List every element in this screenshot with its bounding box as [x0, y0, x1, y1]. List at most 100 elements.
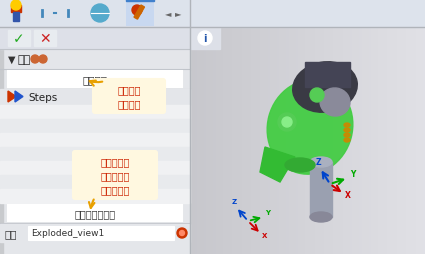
Text: Steps: Steps — [28, 93, 57, 103]
Bar — [193, 0, 196, 254]
Bar — [258, 0, 261, 254]
Bar — [336, 0, 339, 254]
Bar — [261, 0, 264, 254]
Bar — [223, 0, 226, 254]
Bar — [207, 0, 210, 254]
Bar — [284, 0, 287, 254]
Bar — [13, 13, 19, 22]
Circle shape — [91, 5, 109, 23]
Bar — [345, 0, 348, 254]
Bar — [0, 90, 190, 106]
Bar — [286, 0, 290, 254]
Bar — [402, 0, 405, 254]
Bar — [413, 0, 416, 254]
Bar — [310, 0, 313, 254]
Bar — [190, 28, 220, 50]
Bar — [408, 0, 412, 254]
Bar — [0, 0, 425, 28]
Text: 輸入部件距
離後自動定
義部件位置: 輸入部件距 離後自動定 義部件位置 — [100, 156, 130, 194]
Text: 名稱: 名稱 — [5, 228, 17, 238]
Bar — [199, 0, 203, 254]
Ellipse shape — [285, 158, 315, 172]
Ellipse shape — [344, 129, 350, 133]
Bar — [272, 0, 275, 254]
Bar — [8, 31, 30, 47]
Bar — [228, 0, 231, 254]
Bar — [265, 0, 269, 254]
Ellipse shape — [310, 89, 324, 103]
Bar — [11, 6, 21, 13]
Bar — [0, 175, 190, 189]
Bar — [225, 0, 229, 254]
Bar — [213, 0, 217, 254]
Circle shape — [39, 56, 47, 64]
Ellipse shape — [320, 89, 350, 117]
Bar — [298, 0, 301, 254]
Bar — [343, 0, 346, 254]
Polygon shape — [260, 147, 295, 182]
Circle shape — [31, 56, 39, 64]
Ellipse shape — [344, 138, 350, 142]
Text: Exploded_view1: Exploded_view1 — [31, 229, 104, 237]
Ellipse shape — [278, 114, 296, 132]
Bar — [268, 0, 271, 254]
Bar — [8, 205, 182, 221]
Ellipse shape — [344, 123, 350, 128]
Circle shape — [198, 32, 212, 46]
Text: ▼: ▼ — [8, 55, 15, 65]
Bar — [354, 0, 358, 254]
Bar — [34, 31, 56, 47]
Text: ►: ► — [175, 9, 181, 19]
Bar — [366, 0, 370, 254]
Circle shape — [132, 6, 142, 16]
Bar — [378, 0, 381, 254]
Bar — [329, 0, 332, 254]
Bar — [317, 0, 320, 254]
Bar — [390, 0, 393, 254]
Bar — [126, 1, 154, 27]
Bar — [0, 106, 190, 120]
Bar — [202, 0, 205, 254]
Bar — [394, 0, 398, 254]
Bar — [218, 0, 221, 254]
Bar — [352, 0, 355, 254]
Bar — [371, 0, 374, 254]
Bar — [310, 162, 332, 217]
Bar — [239, 0, 243, 254]
Text: X: X — [345, 190, 351, 199]
Bar — [279, 0, 283, 254]
Text: ◄: ◄ — [165, 9, 171, 19]
Bar — [235, 0, 238, 254]
Bar — [270, 0, 273, 254]
Bar — [134, 6, 144, 20]
Bar — [293, 0, 297, 254]
Bar — [0, 189, 190, 203]
Bar — [322, 0, 325, 254]
Polygon shape — [15, 92, 23, 103]
Text: Y: Y — [265, 209, 270, 215]
Text: i: i — [203, 34, 207, 44]
Bar — [216, 0, 219, 254]
Bar — [333, 0, 337, 254]
Text: 必選: 必選 — [18, 55, 31, 65]
Text: 由自動爆炸添加: 由自動爆炸添加 — [74, 208, 116, 218]
Bar — [399, 0, 402, 254]
Bar — [312, 0, 315, 254]
Bar — [376, 0, 379, 254]
Bar — [350, 0, 353, 254]
Bar — [242, 0, 245, 254]
Bar — [237, 0, 241, 254]
Bar — [300, 0, 304, 254]
Ellipse shape — [344, 133, 350, 137]
Bar — [0, 28, 190, 50]
Bar — [0, 0, 3, 254]
Bar — [263, 0, 266, 254]
Bar — [275, 0, 278, 254]
Bar — [318, 174, 350, 196]
Bar — [221, 0, 224, 254]
Ellipse shape — [293, 62, 357, 113]
Bar — [0, 120, 190, 133]
Bar — [0, 133, 190, 147]
Bar — [373, 0, 377, 254]
Ellipse shape — [282, 118, 292, 128]
